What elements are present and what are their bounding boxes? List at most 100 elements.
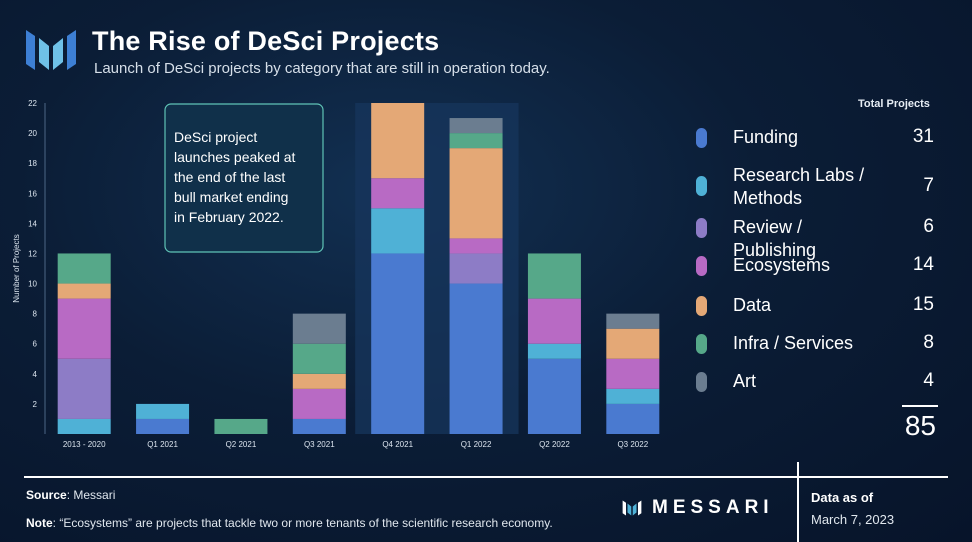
bar-segment: [57, 253, 111, 284]
annotation-line: bull market ending: [174, 189, 288, 205]
bar-segment: [292, 313, 346, 344]
bar-segment: [527, 358, 581, 434]
footer-vertical-divider: [797, 462, 799, 542]
x-tick-label: Q1 2022: [461, 440, 492, 449]
bar-segment: [136, 403, 190, 419]
bar-segment: [57, 358, 111, 419]
bar-segment: [371, 253, 425, 434]
bar-segment: [606, 358, 660, 389]
legend-label: Research Labs / Methods: [733, 165, 865, 208]
bar-segment: [606, 388, 660, 404]
bar-segment: [606, 403, 660, 434]
legend-value: 14: [912, 254, 934, 275]
brand-logo-icon: [622, 500, 642, 516]
bar-segment: [449, 133, 503, 149]
bar-segment: [527, 253, 581, 299]
y-tick-label: 16: [28, 189, 37, 198]
bar-segment: [606, 313, 660, 329]
total-projects-value: 85: [904, 410, 936, 441]
total-divider: [902, 405, 938, 407]
legend-swatch: [696, 372, 707, 392]
annotation-line: in February 2022.: [174, 209, 284, 225]
page-title: The Rise of DeSci Projects: [92, 26, 440, 56]
bar-segment: [292, 418, 346, 434]
stacked-bar-chart: 2 4 6 8 10 12 14 16 18 20 22 Number of Projects 2013…: [12, 99, 660, 449]
data-as-of-label: Data as of: [811, 490, 874, 505]
y-tick-label: 22: [28, 99, 37, 108]
legend-label: Art: [733, 371, 757, 391]
bar-segment: [57, 283, 111, 299]
bar-segment: [527, 343, 581, 359]
y-tick-label: 14: [28, 219, 37, 228]
brand: MESSARI: [622, 496, 774, 520]
footer-divider: [24, 476, 948, 478]
legend-value: 31: [912, 126, 934, 147]
x-tick-label: Q2 2022: [539, 440, 570, 449]
annotation-box: [164, 103, 324, 253]
bar-segment: [371, 208, 425, 254]
annotation-text: DeSci project launches peaked at the end o…: [174, 129, 296, 225]
legend: Funding 31 Research Labs / Methods 7 Review …: [696, 120, 938, 400]
messari-logo-icon: [26, 30, 76, 70]
y-tick-label: 2: [33, 400, 38, 409]
annotation-line: the end of the last: [174, 169, 285, 185]
source-label: Source: [26, 488, 67, 502]
legend-value: 15: [912, 294, 934, 315]
source-text: : Messari: [66, 488, 116, 502]
y-tick-label: 18: [28, 159, 37, 168]
legend-label: Data: [733, 295, 772, 315]
note-line: Note: “Ecosystems” are projects that tac…: [26, 516, 553, 530]
legend-value: 8: [923, 332, 934, 353]
legend-value: 7: [923, 175, 934, 196]
legend-swatch: [696, 296, 707, 316]
annotation-line: DeSci project: [174, 129, 257, 145]
y-tick-label: 20: [28, 129, 37, 138]
legend-swatch: [696, 218, 707, 238]
bar-segment: [371, 103, 425, 179]
y-tick-label: 6: [33, 340, 38, 349]
y-tick-label: 12: [28, 249, 37, 258]
x-tick-label: Q3 2021: [304, 440, 335, 449]
y-tick-label: 8: [33, 310, 38, 319]
x-tick-label: 2013 - 2020: [63, 440, 106, 449]
legend-header: Total Projects: [858, 98, 930, 110]
bar-segment: [136, 418, 190, 434]
x-tick-label: Q2 2021: [226, 440, 257, 449]
legend-label: Funding: [733, 127, 799, 147]
y-tick-label: 4: [33, 370, 38, 379]
bar-segment: [57, 298, 111, 359]
x-tick-label: Q3 2022: [617, 440, 648, 449]
bar-segment: [371, 178, 425, 209]
brand-name: MESSARI: [652, 497, 774, 518]
bar-segment: [214, 418, 268, 434]
x-tick-label: Q4 2021: [382, 440, 413, 449]
annotation-line: launches peaked at: [174, 149, 296, 165]
bar-segment: [527, 298, 581, 344]
bar-segment: [449, 148, 503, 239]
legend-swatch: [696, 128, 707, 148]
bar-segment: [449, 283, 503, 434]
y-tick-label: 10: [28, 280, 37, 289]
legend-label: Ecosystems: [733, 255, 831, 275]
y-axis-label: Number of Projects: [12, 234, 21, 302]
source-line: Source: Messari: [26, 488, 115, 502]
legend-swatch: [696, 334, 707, 354]
legend-swatch: [696, 176, 707, 196]
bar-segment: [292, 373, 346, 389]
legend-swatch: [696, 256, 707, 276]
note-text: : “Ecosystems” are projects that tackle …: [52, 516, 553, 530]
legend-label: Infra / Services: [733, 333, 854, 353]
bar-segment: [449, 238, 503, 254]
legend-value: 4: [923, 370, 934, 391]
bar-segment: [449, 118, 503, 134]
bar-segment: [292, 388, 346, 419]
bar-segment: [449, 253, 503, 284]
page-subtitle: Launch of DeSci projects by category tha…: [94, 60, 550, 77]
legend-label: Review / Publishing: [733, 217, 817, 260]
bar-segment: [606, 328, 660, 359]
data-as-of-date: March 7, 2023: [811, 512, 895, 527]
bar-segment: [57, 418, 111, 434]
legend-value: 6: [923, 216, 934, 237]
x-tick-label: Q1 2021: [147, 440, 178, 449]
note-label: Note: [26, 516, 53, 530]
